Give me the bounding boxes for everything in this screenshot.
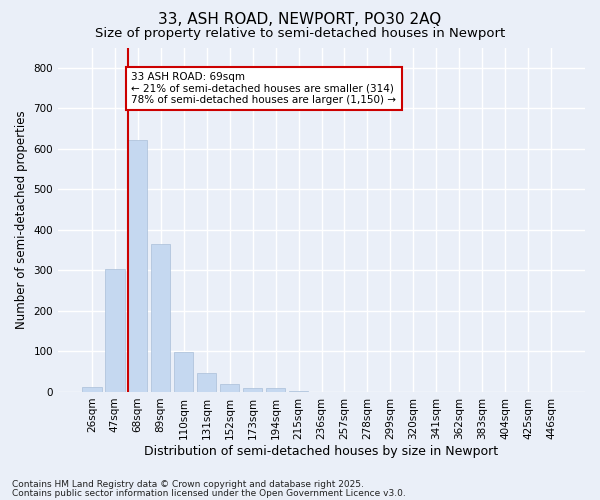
Bar: [105, 269, 125, 392]
Bar: [220, 384, 239, 392]
Text: Contains HM Land Registry data © Crown copyright and database right 2025.: Contains HM Land Registry data © Crown c…: [12, 480, 364, 489]
Y-axis label: Number of semi-detached properties: Number of semi-detached properties: [15, 110, 28, 329]
Text: Size of property relative to semi-detached houses in Newport: Size of property relative to semi-detach…: [95, 28, 505, 40]
Bar: [289, 391, 308, 392]
Bar: [197, 373, 217, 392]
Bar: [82, 386, 101, 392]
Bar: [151, 244, 170, 392]
Text: Contains public sector information licensed under the Open Government Licence v3: Contains public sector information licen…: [12, 488, 406, 498]
Text: 33 ASH ROAD: 69sqm
← 21% of semi-detached houses are smaller (314)
78% of semi-d: 33 ASH ROAD: 69sqm ← 21% of semi-detache…: [131, 72, 397, 105]
Bar: [243, 388, 262, 392]
X-axis label: Distribution of semi-detached houses by size in Newport: Distribution of semi-detached houses by …: [145, 444, 499, 458]
Text: 33, ASH ROAD, NEWPORT, PO30 2AQ: 33, ASH ROAD, NEWPORT, PO30 2AQ: [158, 12, 442, 28]
Bar: [174, 352, 193, 392]
Bar: [128, 140, 148, 392]
Bar: [266, 388, 286, 392]
